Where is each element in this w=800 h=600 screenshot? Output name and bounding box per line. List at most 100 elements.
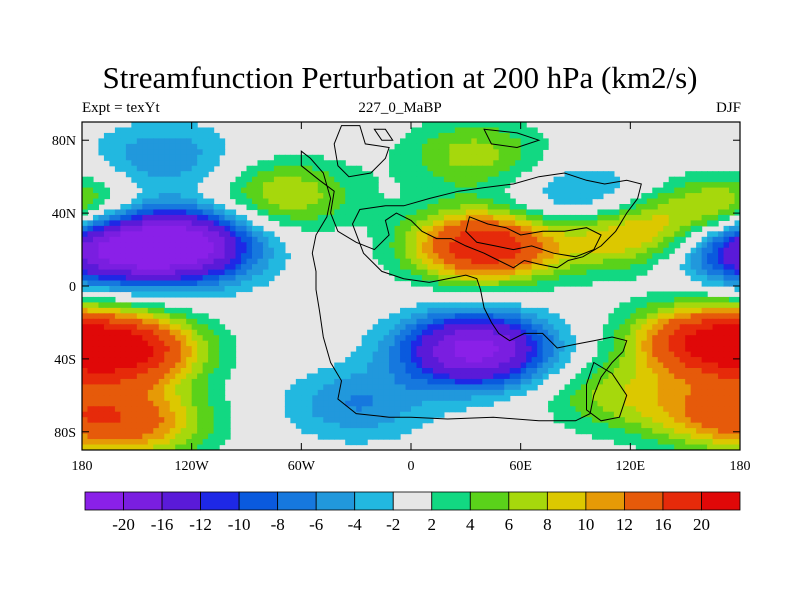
field-cell [696, 204, 703, 211]
field-cell [378, 335, 385, 342]
field-cell [646, 204, 653, 211]
field-cell [696, 444, 703, 450]
field-cell [718, 253, 725, 260]
field-cell [147, 439, 154, 446]
field-cell [164, 433, 171, 440]
field-cell [432, 171, 440, 178]
field-cell [394, 231, 401, 238]
field-cell [570, 422, 577, 429]
field-cell [219, 368, 226, 375]
field-cell [328, 428, 335, 435]
field-cell [438, 302, 445, 309]
field-cell [186, 231, 193, 238]
field-cell [114, 269, 121, 276]
field-cell [421, 313, 429, 320]
field-cell [465, 307, 472, 314]
field-cell [186, 204, 193, 211]
field-cell [679, 187, 686, 194]
field-cell [712, 351, 719, 358]
field-cell [120, 362, 127, 369]
field-cell [164, 143, 171, 150]
season-label: DJF [715, 100, 741, 116]
field-cell [449, 335, 456, 342]
field-cell [718, 351, 725, 358]
field-cell [476, 329, 483, 336]
field-cell [372, 373, 379, 380]
field-cell [202, 160, 209, 167]
field-cell [82, 204, 89, 211]
field-cell [707, 214, 714, 221]
field-cell [383, 417, 390, 424]
field-cell [268, 160, 275, 167]
field-cell [411, 378, 418, 385]
field-cell [208, 384, 215, 391]
field-cell [553, 258, 560, 265]
field-cell [103, 417, 111, 424]
field-cell [202, 368, 209, 375]
field-cell [400, 220, 407, 227]
field-cell [202, 198, 209, 205]
field-cell [367, 351, 374, 358]
field-cell [208, 318, 215, 325]
field-cell [657, 340, 664, 347]
field-cell [487, 258, 494, 265]
field-cell [416, 351, 423, 358]
field-cell [438, 378, 445, 385]
field-cell [345, 171, 352, 178]
field-cell [416, 362, 423, 369]
field-cell [334, 428, 341, 435]
field-cell [663, 231, 670, 238]
field-cell [657, 247, 664, 254]
field-cell [208, 406, 215, 413]
field-cell [350, 378, 357, 385]
field-cell [131, 291, 138, 298]
field-cell [158, 307, 165, 314]
field-cell [548, 286, 555, 293]
field-cell [460, 138, 467, 145]
field-cell [230, 182, 237, 189]
field-cell [405, 149, 412, 156]
field-cell [591, 269, 599, 276]
field-cell [729, 296, 736, 303]
field-cell [465, 378, 472, 385]
field-cell [635, 406, 642, 413]
field-cell [317, 193, 324, 200]
field-cell [125, 138, 132, 145]
field-cell [213, 209, 220, 216]
field-cell [158, 428, 165, 435]
field-cell [531, 264, 538, 271]
field-cell [690, 225, 697, 232]
field-cell [712, 357, 719, 364]
field-cell [158, 258, 165, 265]
field-cell [723, 400, 730, 407]
field-cell [103, 209, 111, 216]
field-cell [405, 340, 412, 347]
field-cell [460, 264, 467, 271]
field-cell [301, 214, 308, 221]
field-cell [158, 149, 165, 156]
field-cell [537, 143, 544, 150]
colorbar-box [200, 491, 240, 511]
field-cell [219, 340, 226, 347]
field-cell [400, 417, 407, 424]
field-cell [624, 417, 631, 424]
field-cell [323, 389, 330, 396]
field-cell [164, 198, 171, 205]
field-cell [476, 253, 483, 260]
field-cell [493, 346, 500, 353]
field-cell [114, 428, 121, 435]
field-cell [82, 313, 89, 320]
field-cell [317, 378, 324, 385]
field-cell [531, 351, 538, 358]
field-cell [586, 269, 593, 276]
field-cell [515, 335, 522, 342]
field-cell [378, 400, 385, 407]
field-cell [509, 132, 516, 139]
field-cell [284, 198, 291, 205]
field-cell [504, 351, 511, 358]
field-cell [646, 357, 653, 364]
field-cell [729, 236, 736, 243]
field-cell [383, 389, 390, 396]
field-cell [591, 225, 599, 232]
field-cell [438, 149, 445, 156]
